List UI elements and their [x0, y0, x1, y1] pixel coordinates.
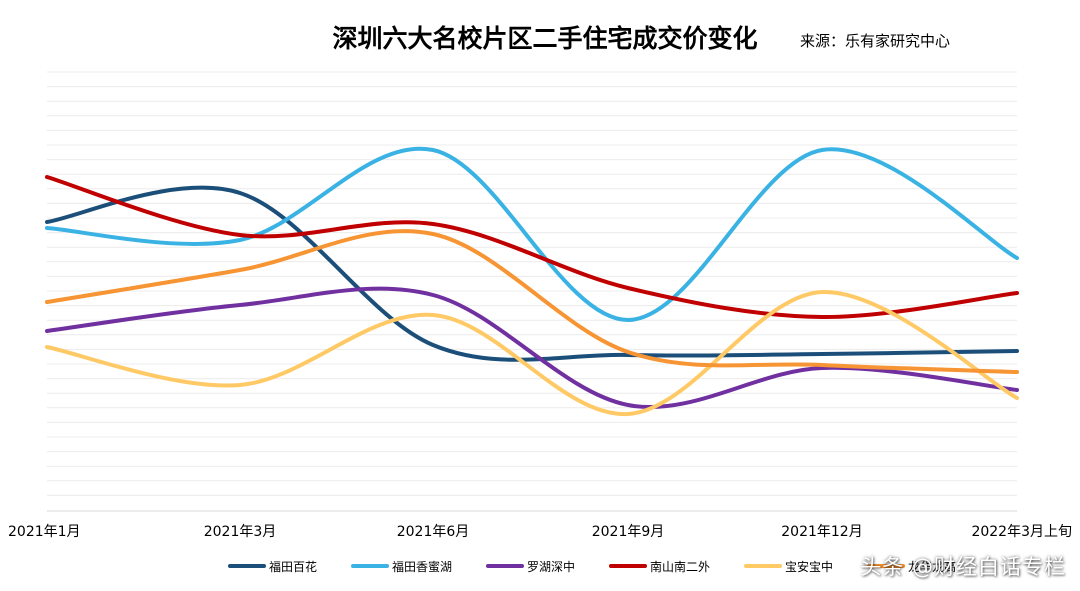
x-tick-label: 2021年3月: [204, 524, 277, 540]
series-line-4: [45, 175, 1019, 320]
chart-title: 深圳六大名校片区二手住宅成交价变化: [332, 24, 757, 53]
watermark: 头条 @财经白话专栏: [860, 555, 1066, 579]
x-tick-label: 2021年12月: [781, 524, 862, 540]
x-tick-label: 2021年9月: [592, 524, 665, 540]
series-line-6: [45, 229, 1019, 374]
series-line-5: [45, 289, 1019, 417]
legend-label: 福田香蜜湖: [392, 559, 452, 574]
series-lines: [45, 146, 1019, 417]
series-line-1: [45, 185, 1019, 362]
x-tick-label: 2021年1月: [8, 524, 81, 540]
legend-label: 南山南二外: [650, 559, 710, 574]
gridlines: [47, 71, 1017, 496]
series-line-3: [45, 286, 1019, 409]
x-tick-labels: 2021年1月 2021年3月 2021年6月 2021年9月 2021年12月 2022…: [8, 524, 1072, 540]
legend-label: 龙华龙高: [908, 559, 956, 574]
chart-source: 来源：乐有家研究中心: [800, 32, 950, 50]
legend-label: 福田百花: [269, 559, 317, 574]
x-tick-label: 2021年6月: [397, 524, 470, 540]
legend: 福田百花 福田香蜜湖 罗湖深中 南山南二外 宝安宝中 龙华龙高: [228, 559, 956, 574]
x-tick-label: 2022年3月上旬: [971, 524, 1072, 540]
legend-label: 罗湖深中: [527, 559, 575, 574]
legend-label: 宝安宝中: [785, 559, 833, 574]
